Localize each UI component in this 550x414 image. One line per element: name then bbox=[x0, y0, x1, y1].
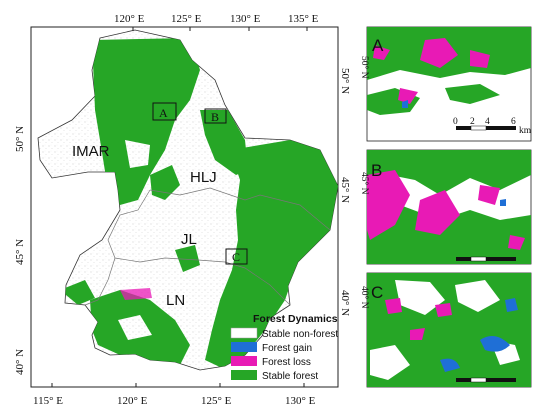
left-tick-45: 45° N bbox=[14, 239, 26, 265]
bottom-tick-120: 120° E bbox=[117, 395, 148, 407]
bottom-tick-115: 115° E bbox=[33, 395, 63, 407]
forest-loss-patch bbox=[120, 288, 152, 300]
inset-c-letter: C bbox=[371, 283, 383, 302]
study-box-b: B bbox=[204, 108, 227, 124]
svg-text:B: B bbox=[211, 110, 219, 124]
inset-b-right-tick: 45° N bbox=[359, 172, 370, 195]
inset-c: C bbox=[366, 272, 532, 388]
left-tick-50: 50° N bbox=[14, 126, 26, 152]
right-tick-45: 45° N bbox=[339, 177, 351, 203]
top-tick-135: 135° E bbox=[288, 13, 319, 25]
forest-lesser-khingan bbox=[200, 110, 248, 175]
inset-b: B bbox=[366, 149, 532, 265]
inset-a: A 0 2 4 6 km bbox=[366, 26, 532, 142]
study-box-c: C bbox=[225, 248, 248, 265]
province-label-ln: LN bbox=[166, 292, 185, 309]
legend-label-forest-loss: Forest loss bbox=[262, 357, 311, 368]
legend-label-forest-gain: Forest gain bbox=[262, 343, 312, 354]
svg-text:2: 2 bbox=[470, 117, 475, 127]
bottom-tick-125: 125° E bbox=[201, 395, 232, 407]
province-label-imar: IMAR bbox=[72, 143, 110, 160]
svg-text:0: 0 bbox=[453, 117, 458, 127]
top-tick-125: 125° E bbox=[171, 13, 202, 25]
study-box-a: A bbox=[152, 102, 177, 121]
inset-a-letter: A bbox=[372, 36, 384, 55]
top-tick-130: 130° E bbox=[230, 13, 261, 25]
legend-title: Forest Dynamics bbox=[253, 313, 338, 325]
svg-text:km: km bbox=[519, 126, 532, 136]
province-label-jl: JL bbox=[181, 231, 197, 248]
forest-eastern bbox=[205, 140, 338, 368]
svg-text:A: A bbox=[159, 106, 168, 120]
province-borders bbox=[84, 187, 331, 306]
province-label-hlj: HLJ bbox=[190, 169, 217, 186]
forest-greater-khingan bbox=[92, 38, 200, 205]
top-tick-120: 120° E bbox=[114, 13, 145, 25]
svg-text:C: C bbox=[232, 250, 240, 264]
inset-b-letter: B bbox=[371, 161, 382, 180]
legend-label-stable-nonforest: Stable non-forest bbox=[262, 329, 338, 340]
legend-label-stable-forest: Stable forest bbox=[262, 371, 318, 382]
inset-c-right-tick: 40° N bbox=[359, 286, 370, 309]
svg-text:6: 6 bbox=[511, 117, 516, 127]
bottom-tick-130: 130° E bbox=[285, 395, 316, 407]
right-tick-40: 40° N bbox=[339, 290, 351, 316]
svg-text:4: 4 bbox=[485, 117, 490, 127]
left-tick-40: 40° N bbox=[14, 349, 26, 375]
right-tick-50: 50° N bbox=[339, 68, 351, 94]
inset-a-right-tick: 50° N bbox=[359, 56, 370, 79]
legend: Forest Dynamics Stable non-forest Forest… bbox=[230, 313, 338, 382]
